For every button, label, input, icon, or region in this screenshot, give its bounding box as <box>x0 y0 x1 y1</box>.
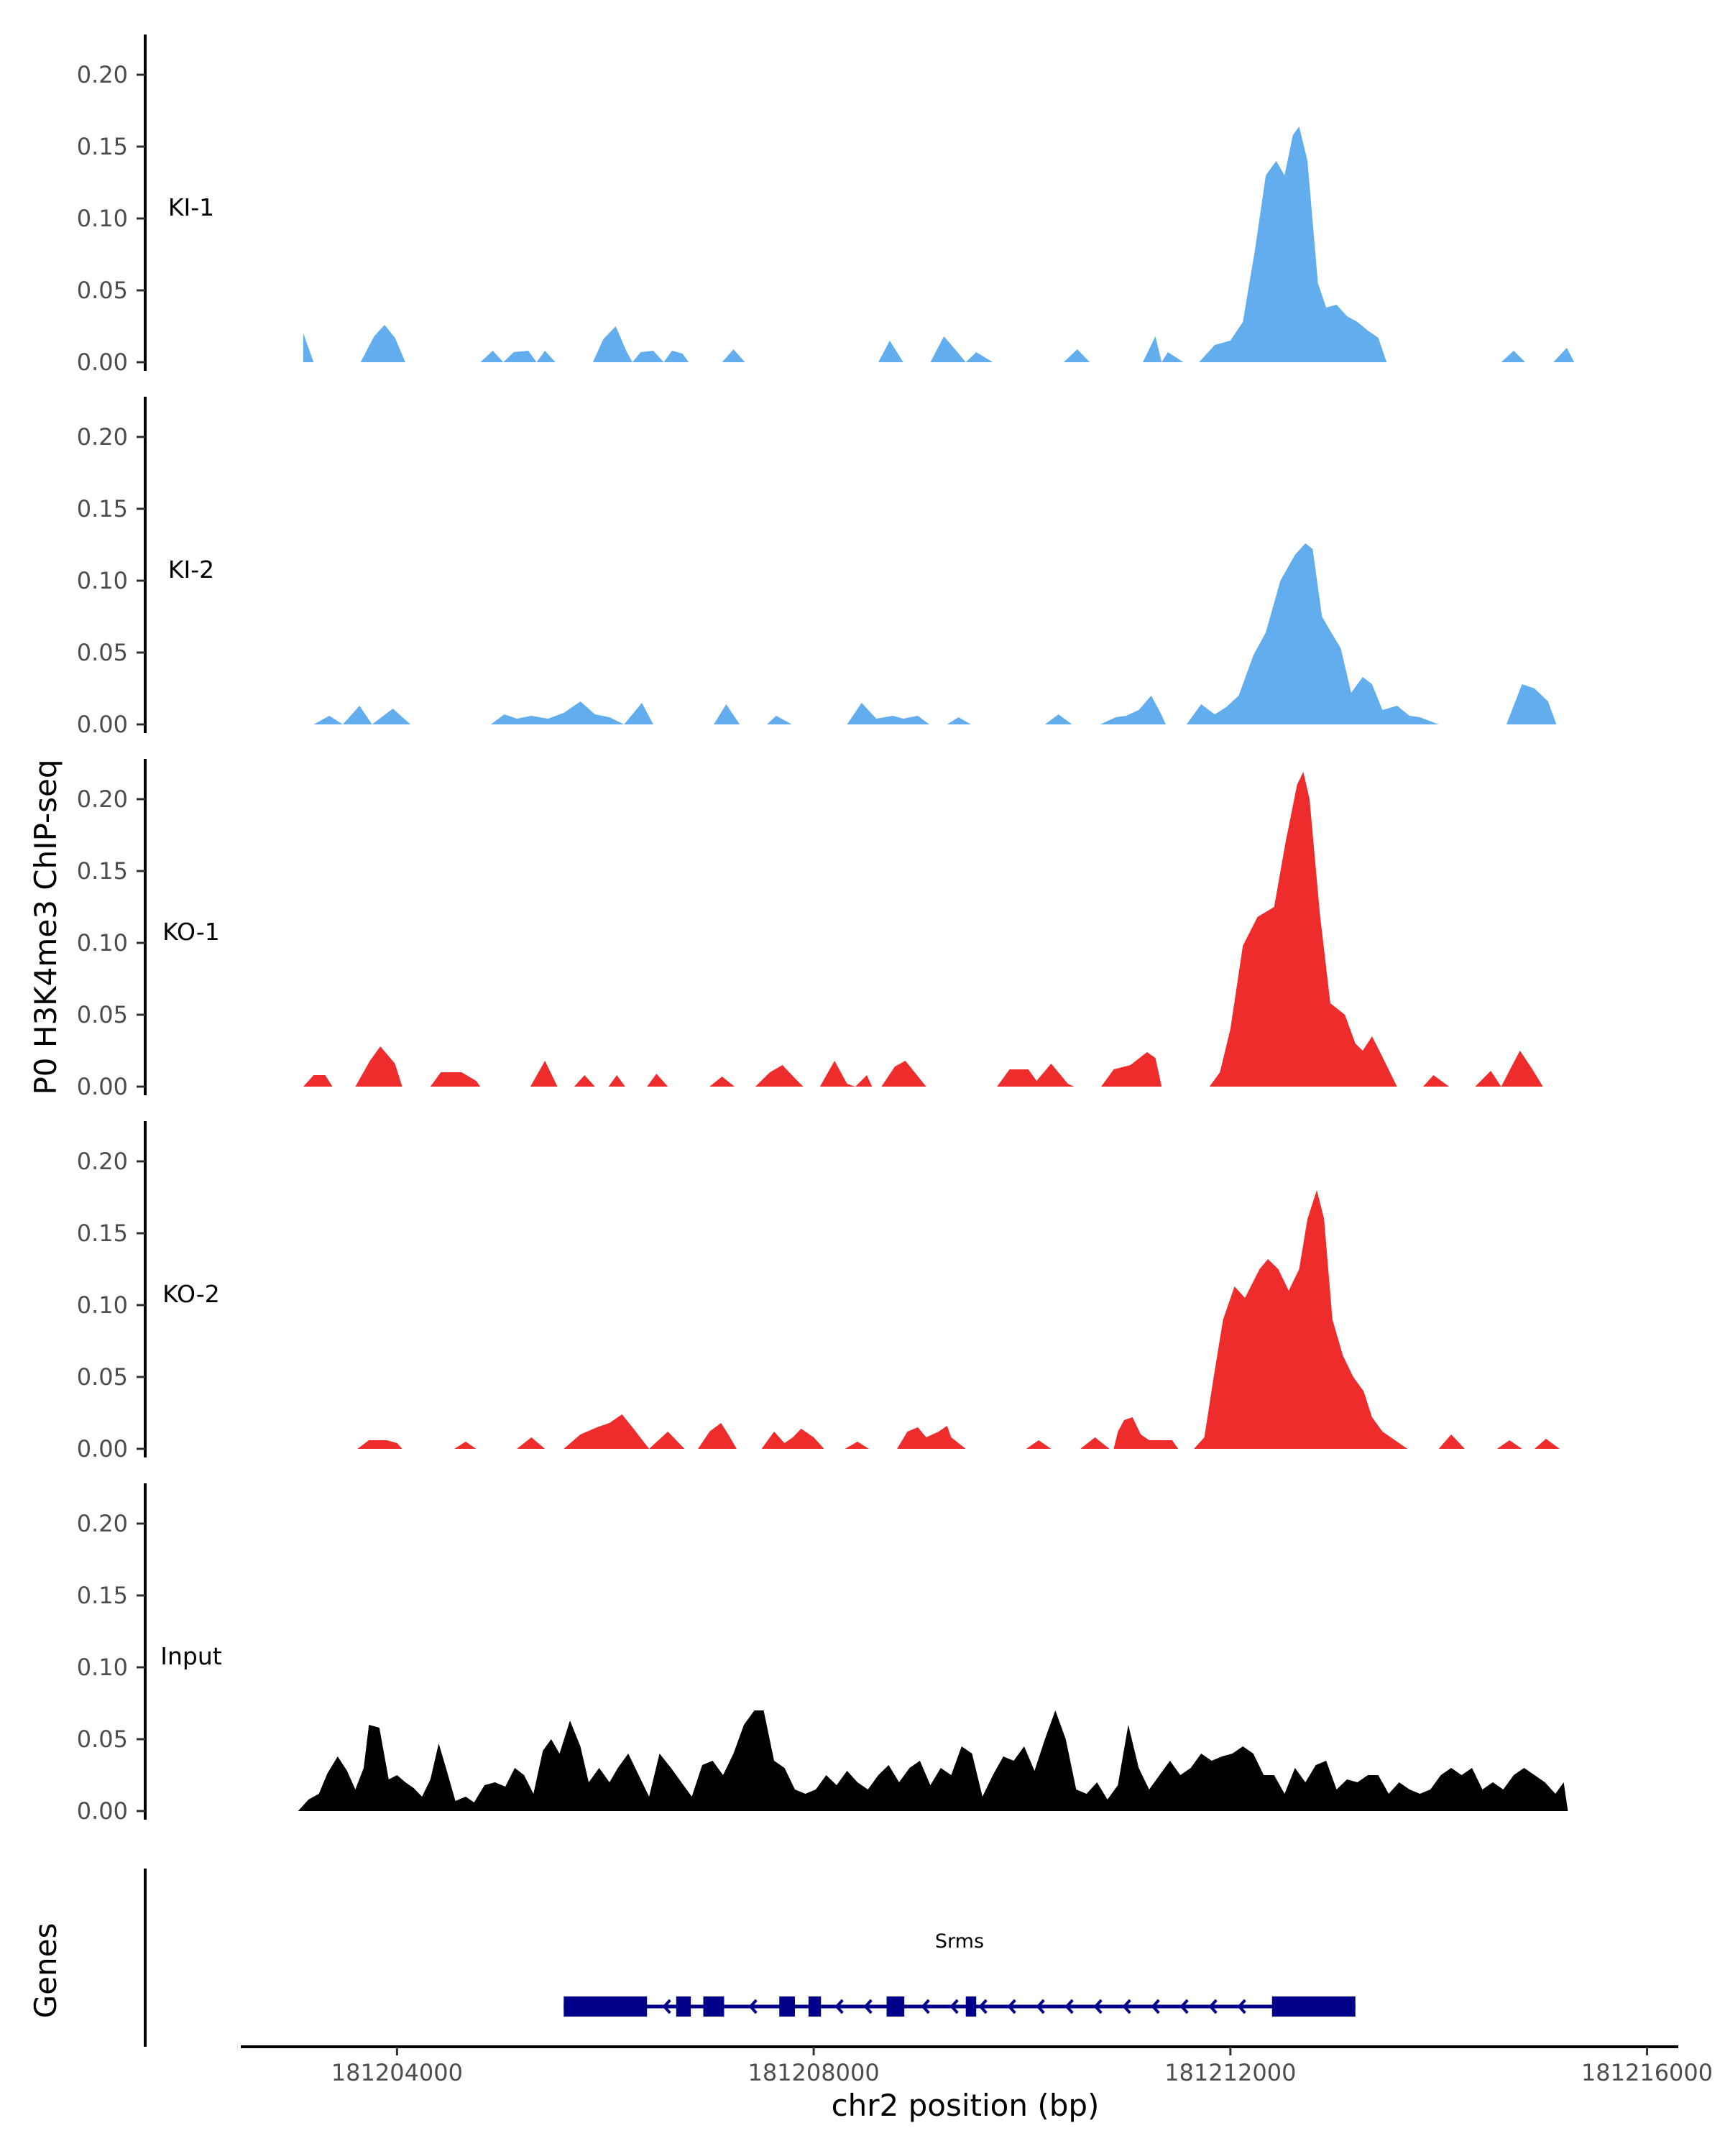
exon-block <box>676 1996 691 2017</box>
y-tick-label: 0.20 <box>77 423 128 451</box>
y-tick-label: 0.10 <box>77 929 128 957</box>
strand-arrow <box>1122 1999 1131 2014</box>
tracks-layer: 0.00 0.05 0.10 0.15 0.20 KI-1 0.00 0.05 0.10 0.15… <box>77 34 1575 1825</box>
x-axis: 181204000 181208000 181212000 181216000 <box>241 2045 1713 2086</box>
y-tick-label: 0.15 <box>77 1582 128 1609</box>
y-tick-label: 0.15 <box>77 133 128 160</box>
strand-arrow <box>1093 1999 1103 2014</box>
strand-arrow <box>1151 1999 1160 2014</box>
y-tick-label: 0.00 <box>77 1073 128 1100</box>
track-label: Input <box>160 1642 222 1670</box>
coverage-area-input <box>298 1710 1568 1811</box>
y-tick-label: 0.05 <box>77 639 128 666</box>
y-tick-label: 0.05 <box>77 277 128 304</box>
coverage-area-ko-1 <box>303 772 1543 1087</box>
y-tick-label: 0.00 <box>77 1435 128 1462</box>
y-tick-label: 0.20 <box>77 786 128 813</box>
strand-arrow <box>834 1999 844 2014</box>
y-tick-label: 0.10 <box>77 1654 128 1681</box>
strand-arrow <box>1208 1999 1218 2014</box>
track-label: KI-2 <box>168 556 214 584</box>
y-tick-label: 0.20 <box>77 1510 128 1537</box>
strand-arrow <box>949 1999 959 2014</box>
y-tick-label: 0.15 <box>77 1220 128 1247</box>
x-tick-label: 181208000 <box>748 2059 879 2086</box>
exon-block <box>965 1996 977 2017</box>
exon-block <box>808 1996 822 2017</box>
strand-arrow <box>1237 1999 1246 2014</box>
x-axis-title: chr2 position (bp) <box>832 2088 1100 2123</box>
track-input: 0.00 0.05 0.10 0.15 0.20 Input <box>77 1483 1568 1825</box>
track-ko-2: 0.00 0.05 0.10 0.15 0.20 KO-2 <box>77 1121 1560 1462</box>
y-tick-label: 0.05 <box>77 1001 128 1028</box>
x-tick-label: 181212000 <box>1164 2059 1296 2086</box>
genes-axis-title: Genes <box>28 1923 63 2019</box>
strand-arrow <box>921 1999 930 2014</box>
y-tick-label: 0.10 <box>77 567 128 594</box>
strand-arrow <box>1036 1999 1045 2014</box>
y-tick-label: 0.10 <box>77 1291 128 1319</box>
x-tick-label: 181216000 <box>1581 2059 1713 2086</box>
track-ko-1: 0.00 0.05 0.10 0.15 0.20 KO-1 <box>77 759 1543 1100</box>
y-tick-label: 0.15 <box>77 495 128 522</box>
genes-layer: Srms <box>144 1869 1356 2047</box>
track-ki-1: 0.00 0.05 0.10 0.15 0.20 KI-1 <box>77 34 1575 376</box>
track-ki-2: 0.00 0.05 0.10 0.15 0.20 KI-2 <box>77 397 1557 738</box>
exon-block <box>1271 1996 1356 2017</box>
strand-arrow <box>1179 1999 1189 2014</box>
strand-arrow <box>662 1999 671 2014</box>
strand-arrow <box>863 1999 873 2014</box>
strand-arrow <box>978 1999 988 2014</box>
exon-block <box>886 1996 905 2017</box>
y-tick-label: 0.05 <box>77 1726 128 1753</box>
track-label: KO-2 <box>162 1280 220 1308</box>
y-tick-label: 0.05 <box>77 1363 128 1391</box>
y-tick-label: 0.10 <box>77 205 128 232</box>
y-tick-label: 0.00 <box>77 349 128 376</box>
y-tick-label: 0.15 <box>77 857 128 885</box>
gene-srms: Srms <box>564 1930 1356 2017</box>
track-label: KO-1 <box>162 918 220 946</box>
coverage-area-ki-2 <box>313 543 1557 724</box>
coverage-area-ki-1 <box>303 126 1575 362</box>
exon-block <box>703 1996 724 2017</box>
y-tick-label: 0.00 <box>77 711 128 738</box>
y-tick-label: 0.20 <box>77 1148 128 1175</box>
y-tick-label: 0.20 <box>77 61 128 88</box>
track-label: KI-1 <box>168 193 214 221</box>
y-axis-title: P0 H3K4me3 ChIP-seq <box>28 759 63 1095</box>
strand-arrow <box>748 1999 758 2014</box>
exon-block <box>779 1996 796 2017</box>
x-tick-label: 181204000 <box>331 2059 463 2086</box>
exon-block <box>564 1996 648 2017</box>
y-tick-label: 0.00 <box>77 1797 128 1825</box>
coverage-area-ko-2 <box>357 1190 1560 1449</box>
gene-name-label: Srms <box>935 1930 984 1953</box>
strand-arrow <box>1064 1999 1074 2014</box>
strand-arrow <box>1007 1999 1016 2014</box>
